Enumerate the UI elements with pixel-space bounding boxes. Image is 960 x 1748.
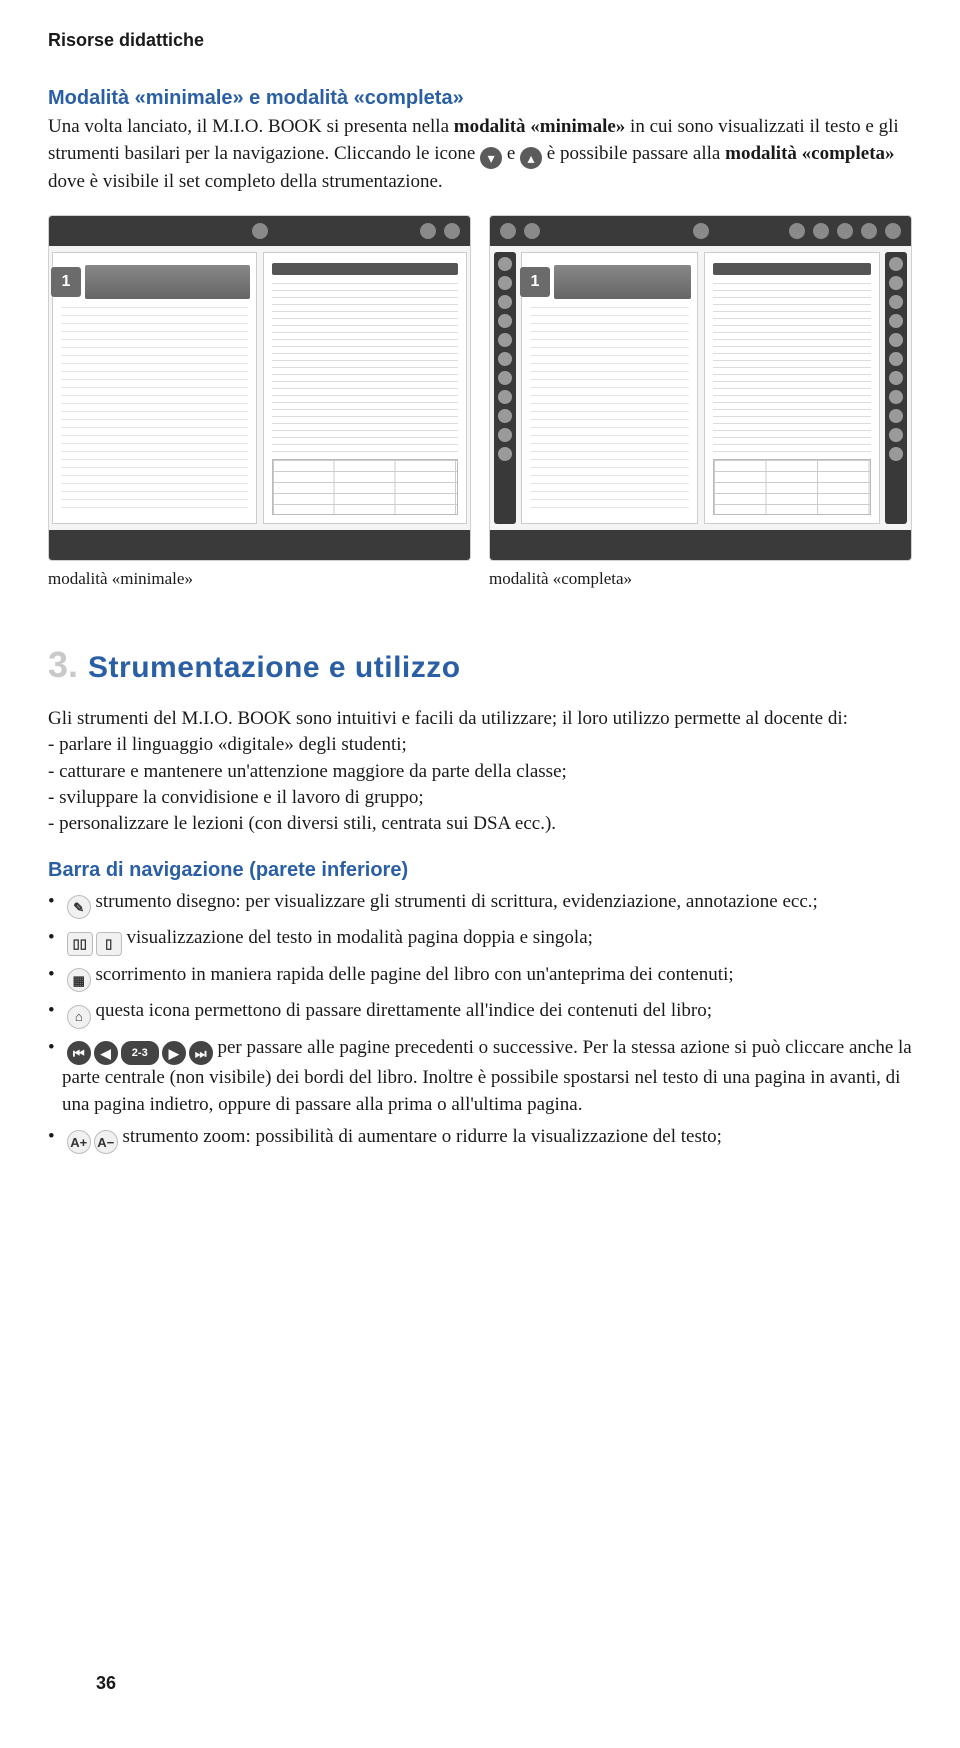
single-page-icon: ▯ — [96, 932, 122, 956]
unit-number: 1 — [51, 267, 81, 297]
page-number: 36 — [96, 1673, 116, 1694]
figure-completa: 1 modal — [489, 215, 912, 591]
figure-minimale: 1 modalità «minimale» — [48, 215, 471, 591]
nav-item-pageview: • ▯▯ ▯ visualizzazione del testo in moda… — [48, 925, 912, 956]
body-p1: Gli strumenti del M.I.O. BOOK sono intui… — [48, 706, 912, 732]
body-bullet-4: - personalizzare le lezioni (con diversi… — [48, 811, 912, 837]
nav-item-thumbs: • ▦ scorrimento in maniera rapida delle … — [48, 962, 912, 993]
body-bullet-3: - sviluppare la convidisione e il lavoro… — [48, 785, 912, 811]
zoom-in-icon: A+ — [67, 1130, 91, 1154]
next-page-icon: ▶ — [162, 1041, 186, 1065]
pencil-icon: ✎ — [67, 895, 91, 919]
body-bullet-1: - parlare il linguaggio «digitale» degli… — [48, 732, 912, 758]
page-header: Risorse didattiche — [48, 28, 912, 53]
chevron-up-icon: ▴ — [520, 147, 542, 169]
page-indicator: 2-3 — [121, 1041, 159, 1065]
body-block: Gli strumenti del M.I.O. BOOK sono intui… — [48, 706, 912, 837]
intro-block: Modalità «minimale» e modalità «completa… — [48, 85, 912, 195]
caption-minimale: modalità «minimale» — [48, 567, 471, 590]
screenshot-minimale: 1 — [48, 215, 471, 562]
nav-item-draw: • ✎ strumento disegno: per visualizzare … — [48, 889, 912, 920]
first-page-icon: ⏮ — [67, 1041, 91, 1065]
screenshot-completa: 1 — [489, 215, 912, 562]
nav-item-index: • ⌂ questa icona permettono di passare d… — [48, 998, 912, 1029]
prev-page-icon: ◀ — [94, 1041, 118, 1065]
section-number: 3. — [48, 647, 78, 683]
nav-item-paging: • ⏮ ◀ 2-3 ▶ ⏭ per passare alle pagine pr… — [48, 1035, 912, 1118]
body-bullet-2: - catturare e mantenere un'attenzione ma… — [48, 759, 912, 785]
unit-number: 1 — [520, 267, 550, 297]
zoom-out-icon: A− — [94, 1130, 118, 1154]
section-title: Strumentazione e utilizzo — [88, 647, 461, 688]
chevron-down-icon: ▾ — [480, 147, 502, 169]
double-page-icon: ▯▯ — [67, 932, 93, 956]
nav-heading: Barra di navigazione (parete inferiore) — [48, 857, 912, 885]
grid-icon: ▦ — [67, 968, 91, 992]
caption-completa: modalità «completa» — [489, 567, 912, 590]
nav-item-zoom: • A+ A− strumento zoom: possibilità di a… — [48, 1124, 912, 1155]
intro-heading: Modalità «minimale» e modalità «completa… — [48, 85, 912, 113]
section-heading: 3. Strumentazione e utilizzo — [48, 647, 912, 688]
intro-paragraph: Una volta lanciato, il M.I.O. BOOK si pr… — [48, 114, 912, 194]
home-icon: ⌂ — [67, 1005, 91, 1029]
last-page-icon: ⏭ — [189, 1041, 213, 1065]
figures-row: 1 modalità «minimale» — [48, 215, 912, 591]
